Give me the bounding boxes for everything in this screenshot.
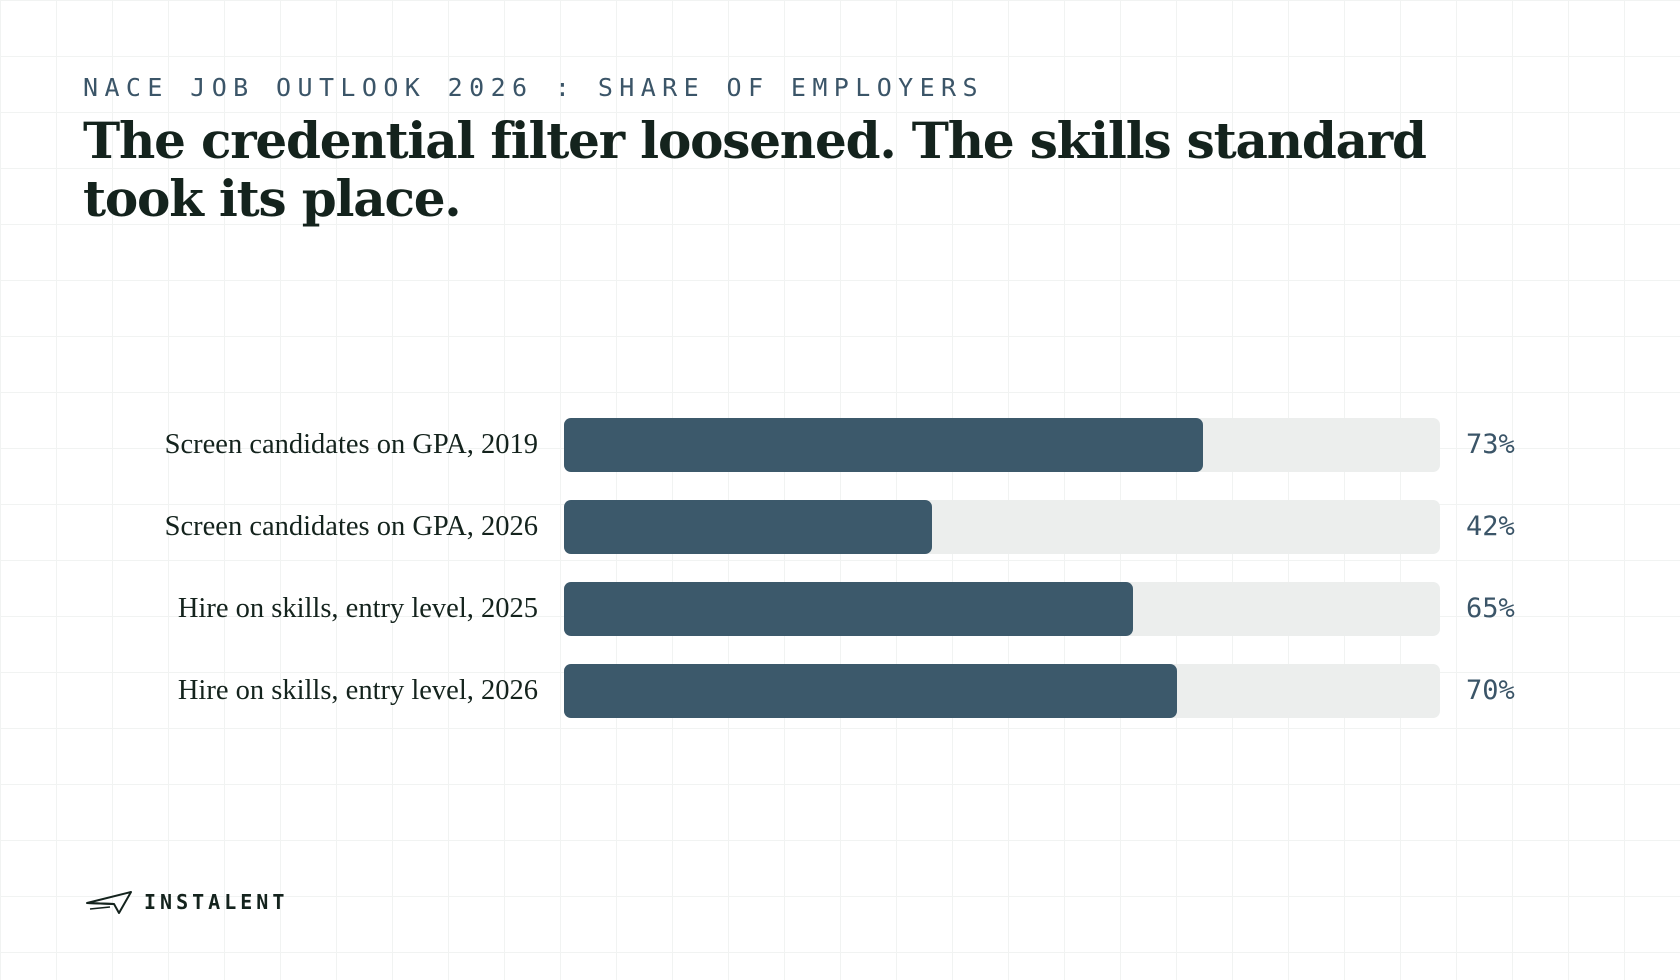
bar-track xyxy=(564,500,1440,554)
bar-value-label: 42% xyxy=(1466,511,1515,542)
paper-plane-icon xyxy=(86,891,132,914)
brand-name: INSTALENT xyxy=(144,890,289,914)
bar-category-label: Screen candidates on GPA, 2026 xyxy=(164,511,538,542)
bar-value-label: 70% xyxy=(1466,675,1515,706)
bar-category-label: Screen candidates on GPA, 2019 xyxy=(164,429,538,460)
bar-track xyxy=(564,418,1440,472)
bar-category-label: Hire on skills, entry level, 2025 xyxy=(177,593,538,624)
chart-eyebrow: NACE JOB OUTLOOK 2026 : SHARE OF EMPLOYE… xyxy=(83,73,984,102)
bar-row: Hire on skills, entry level, 2025 65% xyxy=(0,582,1680,636)
bar-row: Hire on skills, entry level, 2026 70% xyxy=(0,664,1680,718)
bar-row: Screen candidates on GPA, 2026 42% xyxy=(0,500,1680,554)
bar-value-label: 65% xyxy=(1466,593,1515,624)
bar xyxy=(564,664,1177,718)
bar xyxy=(564,582,1133,636)
bar-row: Screen candidates on GPA, 2019 73% xyxy=(0,418,1680,472)
bar-track xyxy=(564,664,1440,718)
brand-footer: INSTALENT xyxy=(86,888,288,916)
bar-category-label: Hire on skills, entry level, 2026 xyxy=(177,675,538,706)
chart-headline: The credential filter loosened. The skil… xyxy=(83,111,1427,228)
bar xyxy=(564,500,932,554)
bar-value-label: 73% xyxy=(1466,429,1515,460)
bar xyxy=(564,418,1203,472)
bar-track xyxy=(564,582,1440,636)
